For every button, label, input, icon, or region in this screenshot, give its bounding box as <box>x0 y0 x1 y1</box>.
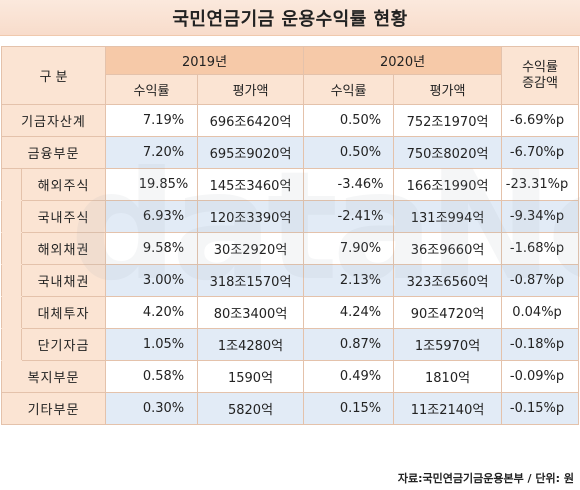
value-2019: 120조3390억 <box>196 200 305 233</box>
header-category: 구 분 <box>1 46 106 105</box>
rate-change: -0.18%p <box>501 328 580 361</box>
row-indent-spacer <box>1 296 22 329</box>
rate-2019: 1.05% <box>105 328 198 361</box>
header-change: 수익률 증감액 <box>501 46 580 105</box>
rate-2019: 3.00% <box>105 264 198 297</box>
value-2019: 318조1570억 <box>196 264 305 297</box>
value-2019: 696조6420억 <box>196 104 305 137</box>
row-label: 국내채권 <box>21 264 106 297</box>
value-2019: 1조4280억 <box>196 328 305 361</box>
value-2020: 1조5970억 <box>393 328 503 361</box>
value-2019: 80조3400억 <box>196 296 305 329</box>
rate-change: -0.15%p <box>501 392 580 425</box>
title-bar: 국민연금기금 운용수익률 현황 <box>0 0 580 36</box>
rate-2019: 6.93% <box>105 200 198 233</box>
row-indent-spacer <box>1 232 22 265</box>
header-rate-2019: 수익률 <box>105 74 198 105</box>
value-2019: 695조9020억 <box>196 136 305 169</box>
rate-2019: 7.20% <box>105 136 198 169</box>
source-note: 자료:국민연금기금운용본부 / 단위: 원 <box>397 472 574 485</box>
rate-2020: 2.13% <box>303 264 395 297</box>
rate-2020: -3.46% <box>303 168 395 201</box>
value-2020: 752조1970억 <box>393 104 503 137</box>
row-indent-spacer <box>1 168 22 201</box>
rate-change: -6.70%p <box>501 136 580 169</box>
rate-change: -6.69%p <box>501 104 580 137</box>
rate-change: -23.31%p <box>501 168 580 201</box>
rate-2020: 0.87% <box>303 328 395 361</box>
value-2020: 1810억 <box>393 360 503 393</box>
row-label: 기금자산계 <box>1 104 106 137</box>
rate-2019: 0.58% <box>105 360 198 393</box>
rate-2020: -2.41% <box>303 200 395 233</box>
row-label: 단기자금 <box>21 328 106 361</box>
row-label: 복지부문 <box>1 360 106 393</box>
row-indent-spacer <box>1 200 22 233</box>
table-row: 기타부문 0.30% 5820억 0.15% 11조2140억 -0.15%p <box>1 392 580 425</box>
header-change-line2: 증감액 <box>522 75 558 91</box>
row-label: 대체투자 <box>21 296 106 329</box>
table-row: 복지부문 0.58% 1590억 0.49% 1810억 -0.09%p <box>1 360 580 393</box>
row-label: 기타부문 <box>1 392 106 425</box>
rate-2020: 7.90% <box>303 232 395 265</box>
row-indent-spacer <box>1 264 22 297</box>
table-row: 금융부문 7.20% 695조9020억 0.50% 750조8020억 -6.70%p <box>1 136 580 169</box>
rate-2019: 0.30% <box>105 392 198 425</box>
rate-2020: 0.50% <box>303 136 395 169</box>
rate-2019: 9.58% <box>105 232 198 265</box>
row-label: 해외채권 <box>21 232 106 265</box>
value-2020: 750조8020억 <box>393 136 503 169</box>
rate-change: -1.68%p <box>501 232 580 265</box>
rate-change: -0.09%p <box>501 360 580 393</box>
table-row: 대체투자 4.20% 80조3400억 4.24% 90조4720억 0.04%p <box>1 296 580 329</box>
rate-2020: 0.15% <box>303 392 395 425</box>
rate-2020: 0.49% <box>303 360 395 393</box>
rate-change: -9.34%p <box>501 200 580 233</box>
value-2019: 30조2920억 <box>196 232 305 265</box>
table-row: 국내주식 6.93% 120조3390억 -2.41% 131조994억 -9.34%p <box>1 200 580 233</box>
rate-2019: 19.85% <box>105 168 198 201</box>
header-change-line1: 수익률 <box>522 59 558 75</box>
header-year-2019: 2019년 <box>104 46 305 75</box>
table-row: 기금자산계 7.19% 696조6420억 0.50% 752조1970억 -6.69%p <box>1 104 580 137</box>
table-row: 국내채권 3.00% 318조1570억 2.13% 323조6560억 -0.87%p <box>1 264 580 297</box>
value-2020: 36조9660억 <box>393 232 503 265</box>
rate-2019: 4.20% <box>105 296 198 329</box>
rate-2020: 0.50% <box>303 104 395 137</box>
row-label: 해외주식 <box>21 168 106 201</box>
table-body: 기금자산계 7.19% 696조6420억 0.50% 752조1970억 -6.69%p… <box>1 104 580 425</box>
value-2020: 131조994억 <box>393 200 503 233</box>
header-value-2019: 평가액 <box>196 74 305 105</box>
row-label: 금융부문 <box>1 136 106 169</box>
value-2019: 1590억 <box>196 360 305 393</box>
header-year-2020: 2020년 <box>303 46 503 75</box>
rate-change: 0.04%p <box>501 296 580 329</box>
value-2019: 145조3460억 <box>196 168 305 201</box>
page-title: 국민연금기금 운용수익률 현황 <box>172 8 408 30</box>
value-2020: 11조2140억 <box>393 392 503 425</box>
rate-change: -0.87%p <box>501 264 580 297</box>
returns-table: 구 분 2019년 2020년 수익률 증감액 수익률 평가액 수익률 평가액 … <box>1 46 580 425</box>
row-indent-spacer <box>1 328 22 361</box>
header-rate-2020: 수익률 <box>303 74 395 105</box>
value-2020: 323조6560억 <box>393 264 503 297</box>
value-2020: 90조4720억 <box>393 296 503 329</box>
header-value-2020: 평가액 <box>393 74 503 105</box>
table-row: 해외채권 9.58% 30조2920억 7.90% 36조9660억 -1.68%p <box>1 232 580 265</box>
rate-2019: 7.19% <box>105 104 198 137</box>
value-2020: 166조1990억 <box>393 168 503 201</box>
row-label: 국내주식 <box>21 200 106 233</box>
table-row: 해외주식 19.85% 145조3460억 -3.46% 166조1990억 -23.31… <box>1 168 580 201</box>
rate-2020: 4.24% <box>303 296 395 329</box>
table-row: 단기자금 1.05% 1조4280억 0.87% 1조5970억 -0.18%p <box>1 328 580 361</box>
value-2019: 5820억 <box>196 392 305 425</box>
